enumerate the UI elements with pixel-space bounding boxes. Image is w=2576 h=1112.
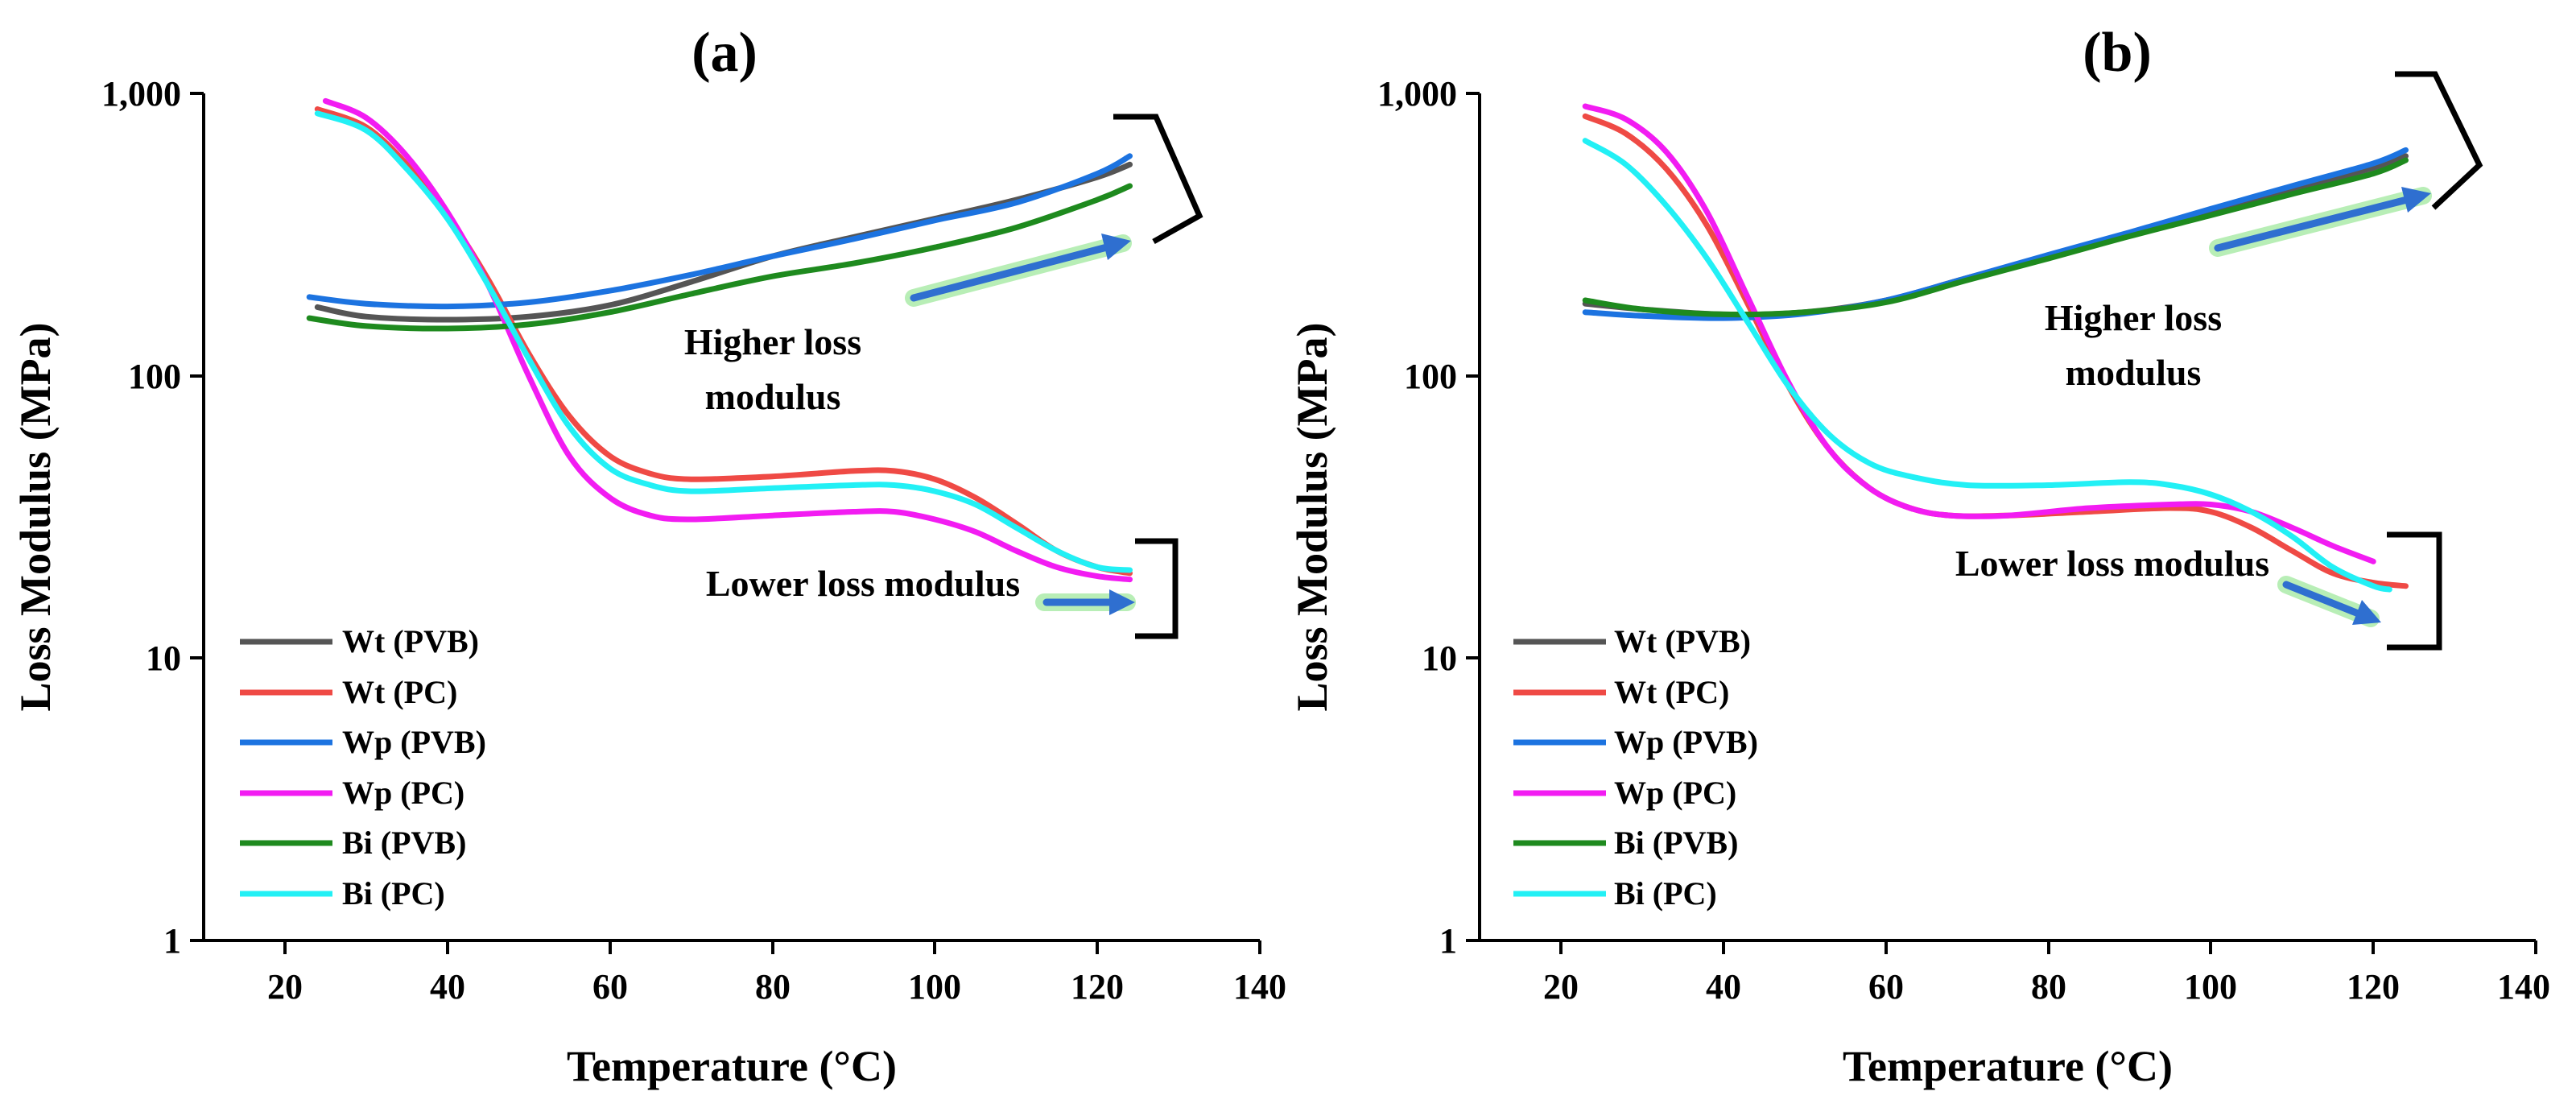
panel-b-higher-loss-annotation-line2: modulus [2066,352,2202,393]
panel-a-x-tick-label: 20 [267,967,303,1007]
panel-a-series [306,97,1133,583]
panel-a-x-axis-title: Temperature (°C) [567,1042,897,1090]
series-line-wp-pc [1582,103,2376,564]
panel-a-x-tick-label: 100 [908,967,961,1007]
panel-b-x-tick-label: 80 [2031,967,2066,1007]
panel-a: (a) 1 10 100 1,000 20 40 60 80 100 120 1… [11,22,1286,1090]
legend-label: Wt (PC) [342,674,457,710]
panel-b-x-tick-label: 120 [2347,967,2400,1007]
panel-b-down-arrow [2277,576,2381,627]
panel-a-higher-loss-annotation: Higher loss [684,321,861,362]
panel-a-x-tick-label: 120 [1071,967,1124,1007]
series-line-bi-pvb [1582,157,2409,318]
panel-a-x-tick-label: 40 [430,967,465,1007]
panel-a-y-tick-label: 1,000 [101,74,181,114]
panel-b-x-tick-label: 40 [1706,967,1741,1007]
panel-b-title: (b) [2083,22,2152,84]
panel-a-y-tick-label: 100 [128,357,181,396]
legend-label: Wp (PC) [342,775,464,811]
legend-label: Bi (PVB) [1614,825,1738,861]
panel-b-y-axis-title: Loss Modulus (MPa) [1288,322,1336,711]
panel-b-x-tick-label: 60 [1868,967,1904,1007]
legend-label: Wp (PVB) [1614,724,1758,760]
panel-b: (b) 1 10 100 1,000 20 40 60 80 100 120 1… [1288,22,2550,1090]
panel-a-y-tick-label: 1 [163,921,181,961]
panel-a-x-tick-label: 80 [755,967,791,1007]
series-line-bi-pvb [306,183,1133,332]
legend-label: Wt (PC) [1614,674,1729,710]
panel-b-x-tick-label: 140 [2497,967,2550,1007]
panel-a-lower-bracket [1135,538,1179,639]
panel-b-x-tick-label: 100 [2184,967,2237,1007]
panel-b-x-axis-title: Temperature (°C) [1843,1042,2173,1090]
panel-a-x-tick-label: 60 [592,967,628,1007]
panel-b-higher-loss-annotation: Higher loss [2045,297,2222,338]
legend-label: Wp (PC) [1614,775,1736,811]
panel-a-legend: Wt (PVB) Wt (PC) Wp (PVB) Wp (PC) Bi (PV… [240,623,486,912]
legend-label: Wt (PVB) [342,623,479,659]
panel-b-series [1582,103,2409,593]
panel-b-y-tick-label: 100 [1404,357,1457,396]
panel-b-y-tick-label: 10 [1422,639,1457,678]
panel-a-up-arrow [905,234,1132,307]
series-line-bi-pc [314,110,1133,573]
panel-a-right-arrow [1035,589,1136,615]
panel-a-lower-loss-annotation: Lower loss modulus [706,563,1020,604]
panel-a-title: (a) [691,22,758,84]
panel-a-upper-bracket [1113,114,1203,245]
panel-b-y-tick-label: 1,000 [1377,74,1457,114]
series-line-wt-pvb [314,161,1133,323]
legend-label: Bi (PC) [342,875,445,912]
panel-a-higher-loss-annotation-line2: modulus [705,376,841,417]
legend-label: Wp (PVB) [342,724,486,760]
series-line-wp-pc [322,97,1133,583]
panel-b-y-tick-label: 1 [1439,921,1457,961]
panel-b-lower-bracket [2387,531,2442,651]
legend-label: Wt (PVB) [1614,623,1751,659]
panel-a-x-tick-label: 140 [1233,967,1286,1007]
legend-label: Bi (PC) [1614,875,1717,912]
panel-a-y-axis-title: Loss Modulus (MPa) [11,322,60,711]
legend-label: Bi (PVB) [342,825,466,861]
series-line-wp-pvb [306,153,1133,310]
panel-b-upper-bracket [2395,71,2483,210]
panel-b-x-tick-label: 20 [1543,967,1579,1007]
panel-a-y-tick-label: 10 [146,639,181,678]
series-line-bi-pc [1582,138,2392,593]
panel-b-lower-loss-annotation: Lower loss modulus [1955,543,2269,584]
panel-b-legend: Wt (PVB) Wt (PC) Wp (PVB) Wp (PC) Bi (PV… [1513,623,1758,912]
panel-b-up-arrow [2209,187,2432,257]
